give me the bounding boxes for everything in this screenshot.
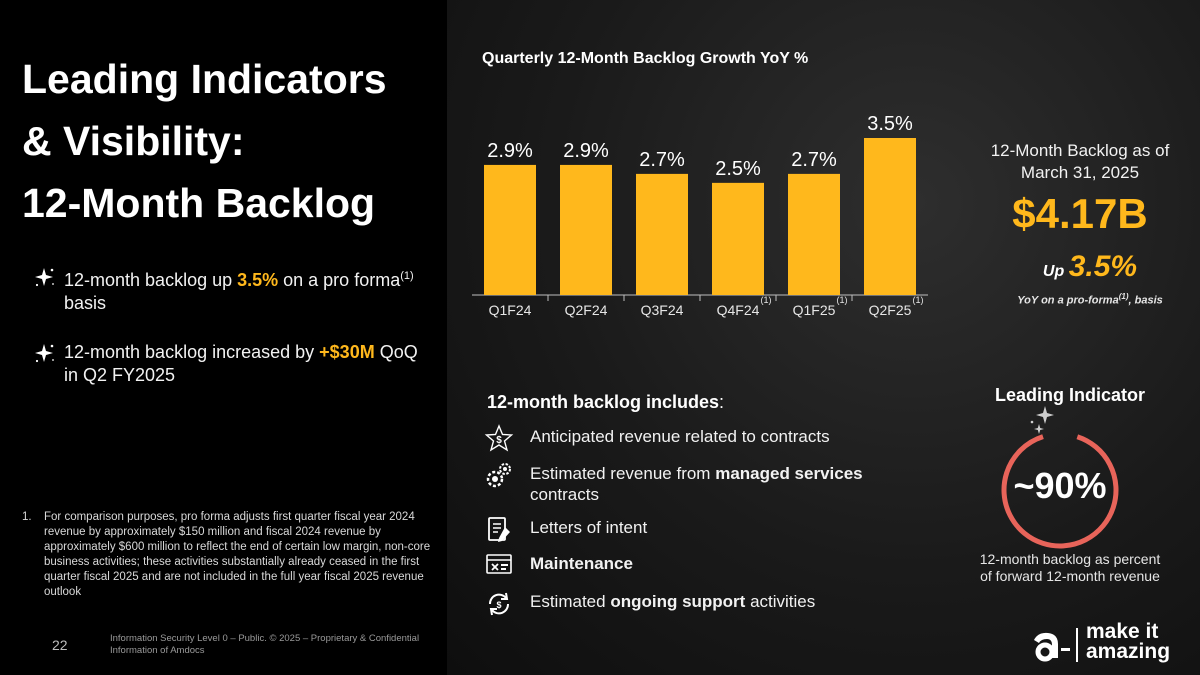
growth-value: 3.5% (1068, 250, 1138, 283)
sparkle-icon (1030, 406, 1054, 434)
data-label-q2f25: 3.5% (867, 113, 913, 135)
growth-up-word: Up (1042, 263, 1065, 280)
include-3-text: Letters of intent (530, 518, 648, 537)
include-5-text-post: activities (745, 592, 816, 611)
bar-q2f24 (560, 164, 612, 295)
includes-title: 12-month backlog includes: (487, 392, 724, 413)
growth-callout: Up 3.5% (1000, 250, 1180, 284)
tick-label-q1f24: Q1F24 (489, 302, 532, 318)
sparkle-icon (35, 344, 54, 363)
slide-title-line-2: & Visibility: (22, 118, 245, 164)
bar-q1f24 (484, 164, 536, 295)
logo-tagline: make it amazing (1086, 620, 1171, 663)
include-5-bold: ongoing support (610, 592, 746, 611)
slide-title-line-1: Leading Indicators (22, 56, 387, 102)
bullet-2-highlight: +$30M (319, 342, 375, 362)
bullet-1-footnote-marker: (1) (400, 270, 414, 282)
include-2-text-pre: Estimated revenue from (530, 464, 716, 483)
yoy-note-post: , basis (1128, 294, 1163, 307)
bullet-1-text-post: on a pro forma (278, 270, 401, 290)
dollar-star-icon: $ (484, 424, 514, 452)
data-label-q3f24: 2.7% (639, 149, 685, 171)
logo-divider (1076, 628, 1078, 662)
left-panel (0, 0, 447, 675)
bar-chart: 2.9%Q1F242.9%Q2F242.7%Q3F242.5%Q4F24(1)2… (472, 113, 928, 318)
data-label-q4f24: 2.5% (715, 158, 761, 180)
tick-label-q4f24: Q4F24 (717, 302, 760, 318)
leading-indicator-title: Leading Indicator (994, 385, 1145, 405)
chart-title: Quarterly 12-Month Backlog Growth YoY % (482, 50, 809, 67)
right-panel (447, 0, 1200, 675)
tick-label-q3f24: Q3F24 (641, 302, 684, 318)
data-label-q1f24: 2.9% (487, 140, 533, 162)
bullet-2-text-pre: 12-month backlog increased by (64, 342, 320, 362)
include-2-bold: managed services (715, 464, 863, 483)
sparkle-icon (35, 268, 54, 287)
include-2-text-post: contracts (530, 485, 599, 504)
footnote-marker-q2f25: (1) (913, 295, 924, 305)
amdocs-logo-mark (1034, 632, 1070, 662)
slide-title: Leading Indicators & Visibility: 12-Mont… (22, 48, 442, 234)
confidentiality-notice: Information Security Level 0 – Public. ©… (110, 633, 420, 656)
bullet-1-text-post2: basis (64, 293, 107, 313)
footnote-text: For comparison purposes, pro forma adjus… (44, 511, 431, 598)
tick-label-q1f25: Q1F25 (793, 302, 836, 318)
backlog-value: $4.17B (1012, 190, 1148, 237)
bar-q1f25 (788, 173, 840, 295)
bar-q3f24 (636, 173, 688, 295)
includes-title-colon: : (719, 392, 725, 412)
bullet-1-text-pre: 12-month backlog up (64, 270, 238, 290)
footnote-marker-q1f25: (1) (837, 295, 848, 305)
svg-text:$: $ (496, 435, 502, 446)
include-1-text: Anticipated revenue related to contracts (530, 427, 830, 446)
document-pen-icon (488, 517, 510, 542)
gears-icon (486, 463, 511, 488)
leading-indicator-caption: 12-month backlog as percent of forward 1… (979, 551, 1161, 584)
svg-text:$: $ (496, 600, 501, 610)
backlog-as-of-label: 12-Month Backlog as of March 31, 2025 (990, 141, 1170, 182)
bar-q2f25 (864, 138, 916, 295)
slide-title-line-3: 12-Month Backlog (22, 180, 376, 226)
yoy-note-pre: YoY on a pro-forma (1017, 294, 1119, 307)
bullet-1-highlight: 3.5% (237, 270, 279, 290)
yoy-note: YoY on a pro-forma(1), basis (990, 290, 1190, 308)
data-label-q1f25: 2.7% (791, 149, 837, 171)
footnote-marker-q4f24: (1) (761, 295, 772, 305)
bullet-2-text-post: QoQ in Q2 FY2025 (64, 342, 418, 385)
include-4-bold: Maintenance (530, 554, 633, 573)
bar-q4f24 (712, 182, 764, 295)
includes-title-text: 12-month backlog includes (487, 392, 720, 412)
tick-label-q2f25: Q2F25 (869, 302, 912, 318)
amdocs-logo: make it amazing (1030, 620, 1190, 668)
footnote-number: 1. (22, 511, 32, 523)
leading-indicator-ring (1001, 406, 1119, 549)
leading-indicator-value: ~90% (1013, 465, 1107, 506)
data-label-q2f24: 2.9% (563, 140, 609, 162)
page-number: 22 (52, 637, 68, 653)
support-cycle-icon: $ (488, 592, 510, 616)
maintenance-icon (486, 554, 512, 574)
logo-tagline-line-2: amazing (1086, 640, 1171, 663)
include-5-text-pre: Estimated (530, 592, 611, 611)
tick-label-q2f24: Q2F24 (565, 302, 608, 318)
yoy-footnote-marker: (1) (1118, 292, 1129, 301)
logo-tagline-line-1: make it (1086, 620, 1159, 643)
